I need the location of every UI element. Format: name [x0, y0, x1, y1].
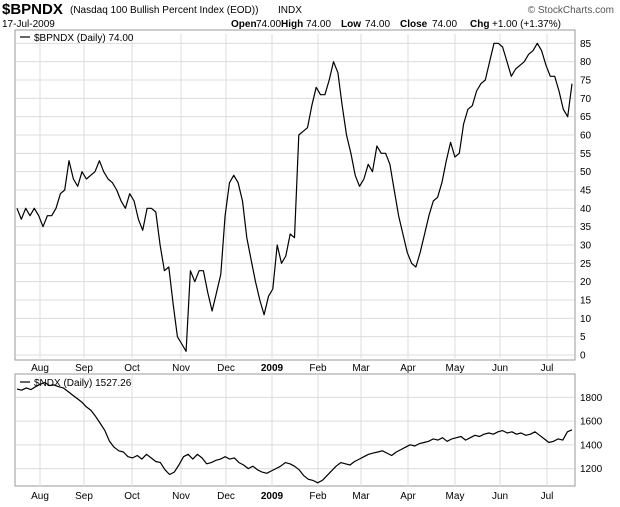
y-tick-label: 50 — [580, 167, 592, 178]
x-tick-label: Jun — [492, 491, 508, 502]
x-tick-label: Nov — [172, 363, 190, 374]
x-tick-label: Dec — [217, 363, 235, 374]
y-tick-label: 70 — [580, 94, 592, 105]
ndx-line — [16, 381, 573, 484]
bpndx-line — [16, 42, 573, 352]
x-tick-label: Sep — [75, 491, 93, 502]
high-label: High — [281, 19, 303, 30]
y-tick-label: 65 — [580, 112, 592, 123]
chart-date: 17-Jul-2009 — [2, 19, 55, 30]
y-tick-label: 10 — [580, 314, 592, 325]
x-tick-label: Sep — [75, 363, 93, 374]
ndx-y-ticks: 1200 1400 1600 1800 — [580, 393, 603, 475]
x-tick-label: Dec — [217, 491, 235, 502]
y-tick-label: 45 — [580, 186, 592, 197]
x-tick-label: May — [446, 363, 465, 374]
bpndx-plot-area — [14, 29, 576, 361]
high-value: 74.00 — [306, 19, 331, 30]
low-value: 74.00 — [365, 19, 390, 30]
y-tick-label: 85 — [580, 39, 592, 50]
y-tick-label: 25 — [580, 259, 592, 270]
bpndx-y-ticks: 0 5 10 15 20 25 30 35 40 45 50 55 60 65 70 75 80 85 — [580, 39, 592, 362]
exchange-label: INDX — [278, 5, 302, 16]
open-value: 74.00 — [256, 19, 281, 30]
close-label: Close — [400, 19, 428, 30]
close-value: 74.00 — [432, 19, 457, 30]
y-tick-label: 40 — [580, 204, 592, 215]
x-tick-label: Mar — [352, 491, 370, 502]
bpndx-panel: 0 5 10 15 20 25 30 35 40 45 50 55 60 65 70 75 80 85 Aug Se… — [14, 29, 592, 374]
x-tick-label: Aug — [31, 491, 49, 502]
chg-value: +1.00 (+1.37%) — [492, 19, 561, 30]
y-tick-label: 5 — [580, 332, 586, 343]
watermark: © StockCharts.com — [528, 5, 614, 16]
ndx-plot-area — [14, 373, 576, 487]
y-tick-label: 15 — [580, 296, 592, 307]
x-tick-label: Nov — [172, 491, 190, 502]
y-tick-label: 80 — [580, 57, 592, 68]
y-tick-label: 1600 — [580, 417, 603, 428]
x-tick-label: Apr — [400, 363, 416, 374]
index-description: (Nasdaq 100 Bullish Percent Index (EOD)) — [70, 5, 258, 16]
bpndx-legend: $BPNDX (Daily) 74.00 — [34, 33, 134, 44]
x-tick-label: Aug — [31, 363, 49, 374]
ndx-grid — [16, 374, 574, 487]
ndx-panel: 1200 1400 1600 1800 Aug Sep Oct Nov Dec 2009 Feb M… — [14, 373, 603, 502]
x-tick-label: Jul — [541, 363, 554, 374]
ndx-x-ticks: Aug Sep Oct Nov Dec 2009 Feb Mar Apr May Jun Jul — [31, 491, 553, 502]
y-tick-label: 35 — [580, 222, 592, 233]
y-tick-label: 0 — [580, 351, 586, 362]
chg-label: Chg — [470, 19, 489, 30]
ndx-legend: $NDX (Daily) 1527.26 — [34, 378, 132, 389]
y-tick-label: 60 — [580, 131, 592, 142]
y-tick-label: 30 — [580, 241, 592, 252]
y-tick-label: 55 — [580, 149, 592, 160]
x-tick-label: Jun — [492, 363, 508, 374]
x-tick-label: Oct — [124, 363, 140, 374]
x-tick-label: Mar — [352, 363, 370, 374]
y-tick-label: 1800 — [580, 393, 603, 404]
x-tick-label: Jul — [541, 491, 554, 502]
x-tick-label: Feb — [309, 363, 327, 374]
bpndx-grid — [16, 34, 574, 358]
x-tick-label: Oct — [124, 491, 140, 502]
low-label: Low — [341, 19, 361, 30]
y-tick-label: 1400 — [580, 440, 603, 451]
y-tick-label: 1200 — [580, 464, 603, 475]
x-tick-label: Apr — [400, 491, 416, 502]
y-tick-label: 20 — [580, 277, 592, 288]
y-tick-label: 75 — [580, 76, 592, 87]
symbol-title: $BPNDX — [2, 1, 63, 18]
bpndx-x-ticks: Aug Sep Oct Nov Dec 2009 Feb Mar Apr May Jun Jul — [31, 363, 553, 374]
x-tick-label: 2009 — [261, 491, 284, 502]
open-label: Open — [231, 19, 257, 30]
x-tick-label: 2009 — [261, 363, 284, 374]
x-tick-label: Feb — [309, 491, 327, 502]
x-tick-label: May — [446, 491, 465, 502]
